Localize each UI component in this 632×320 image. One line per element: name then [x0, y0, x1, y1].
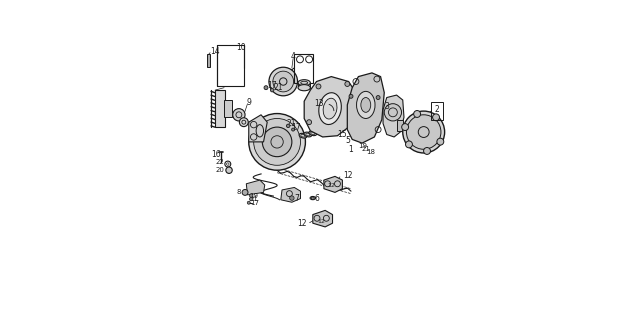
Text: 12: 12	[297, 219, 307, 228]
Text: 3: 3	[384, 102, 389, 111]
Circle shape	[242, 189, 248, 195]
Polygon shape	[324, 176, 343, 192]
Text: 10: 10	[236, 43, 246, 52]
Text: 2: 2	[435, 105, 440, 114]
Ellipse shape	[298, 80, 310, 86]
Text: 13: 13	[314, 99, 324, 108]
Bar	[215, 90, 226, 127]
Circle shape	[406, 115, 441, 149]
Circle shape	[376, 96, 380, 100]
Text: 12: 12	[327, 183, 335, 188]
Text: 22: 22	[216, 159, 224, 165]
Circle shape	[402, 124, 408, 131]
Text: 17: 17	[291, 123, 301, 132]
Text: 5: 5	[345, 136, 349, 145]
Circle shape	[240, 118, 248, 127]
Circle shape	[289, 196, 294, 200]
Polygon shape	[348, 73, 384, 143]
Ellipse shape	[309, 131, 317, 136]
Circle shape	[249, 114, 305, 170]
Ellipse shape	[356, 92, 375, 118]
Text: 7: 7	[295, 194, 299, 203]
Polygon shape	[249, 115, 267, 142]
Text: 21: 21	[249, 196, 258, 202]
Polygon shape	[207, 54, 210, 67]
Circle shape	[307, 120, 312, 124]
Ellipse shape	[298, 84, 310, 91]
Text: 21: 21	[274, 83, 283, 92]
Text: 19: 19	[249, 193, 258, 199]
Circle shape	[349, 94, 353, 98]
Text: 12: 12	[343, 172, 353, 180]
Circle shape	[345, 82, 349, 86]
Text: 9: 9	[246, 98, 251, 107]
Polygon shape	[313, 210, 332, 227]
Circle shape	[403, 111, 445, 153]
Circle shape	[406, 141, 413, 148]
Bar	[295, 54, 313, 83]
Text: 16: 16	[211, 150, 221, 159]
Circle shape	[432, 114, 439, 121]
Ellipse shape	[323, 98, 337, 119]
Bar	[224, 100, 231, 117]
Text: 21: 21	[287, 119, 296, 128]
Circle shape	[247, 201, 250, 204]
Text: 11: 11	[400, 126, 410, 135]
Ellipse shape	[319, 93, 341, 124]
Circle shape	[437, 138, 444, 145]
Text: 18: 18	[366, 149, 375, 155]
Polygon shape	[246, 180, 265, 195]
Text: 12: 12	[317, 220, 325, 224]
Bar	[431, 102, 443, 120]
Text: 20: 20	[216, 167, 224, 173]
Polygon shape	[281, 188, 300, 202]
Text: 6: 6	[315, 194, 319, 203]
Circle shape	[291, 128, 295, 131]
Circle shape	[226, 167, 232, 173]
Polygon shape	[383, 95, 404, 137]
Text: 1: 1	[349, 145, 353, 154]
Circle shape	[414, 110, 420, 117]
Text: 4: 4	[291, 52, 296, 61]
Text: 17: 17	[250, 199, 259, 205]
Bar	[217, 44, 244, 86]
Text: 14: 14	[210, 47, 220, 56]
Circle shape	[264, 86, 268, 90]
Text: 8: 8	[237, 189, 241, 196]
Circle shape	[316, 84, 321, 89]
Text: 19: 19	[358, 143, 367, 148]
Circle shape	[233, 108, 245, 121]
Ellipse shape	[304, 132, 312, 137]
Text: 17: 17	[267, 81, 277, 90]
Text: 15: 15	[337, 130, 347, 139]
Circle shape	[269, 67, 298, 96]
Circle shape	[286, 124, 290, 128]
Text: 21: 21	[362, 146, 371, 152]
Circle shape	[423, 148, 430, 155]
Circle shape	[270, 88, 274, 92]
Circle shape	[250, 197, 253, 201]
Polygon shape	[304, 76, 356, 137]
Ellipse shape	[361, 98, 371, 112]
Circle shape	[273, 71, 294, 92]
Circle shape	[384, 104, 401, 121]
Circle shape	[253, 118, 300, 165]
Circle shape	[262, 127, 292, 157]
Bar	[397, 120, 403, 131]
Circle shape	[250, 194, 253, 197]
Ellipse shape	[299, 133, 307, 138]
